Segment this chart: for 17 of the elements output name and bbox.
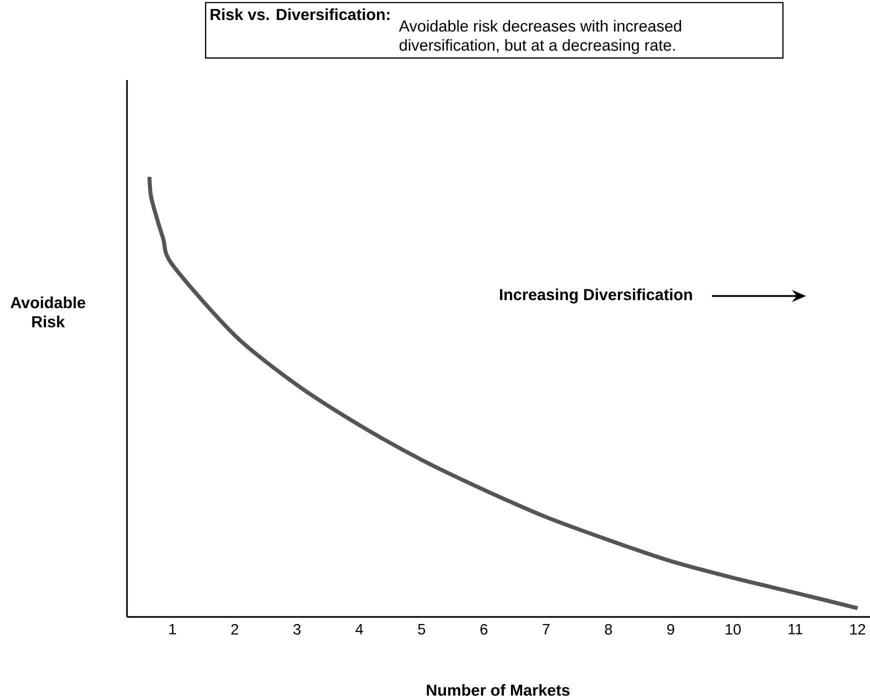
x-tick-label: 4 (356, 624, 364, 634)
chart-subtitle: Avoidable risk decreases with increased diversification, but at a decreasing rate. (398, 20, 682, 54)
x-tick-label: 8 (604, 624, 612, 635)
x-tick-label: 12 (850, 624, 866, 634)
x-tick-label: 9 (667, 624, 674, 635)
y-axis-title: Avoidable Risk (10, 296, 86, 328)
x-tick-label: 5 (418, 624, 426, 634)
x-tick-label: 2 (231, 624, 238, 634)
annotation: Increasing Diversification (500, 288, 692, 304)
x-tick-label: 6 (480, 624, 488, 635)
x-axis-title: Number of Markets (426, 684, 570, 696)
x-tick-label: 7 (542, 624, 550, 634)
x-tick-label: 3 (293, 624, 301, 635)
x-tick-label: 10 (726, 624, 741, 635)
x-tick-label: 1 (169, 624, 176, 634)
chart-title: Risk vs. Diversification: (210, 8, 390, 20)
x-tick-label: 11 (788, 624, 802, 634)
